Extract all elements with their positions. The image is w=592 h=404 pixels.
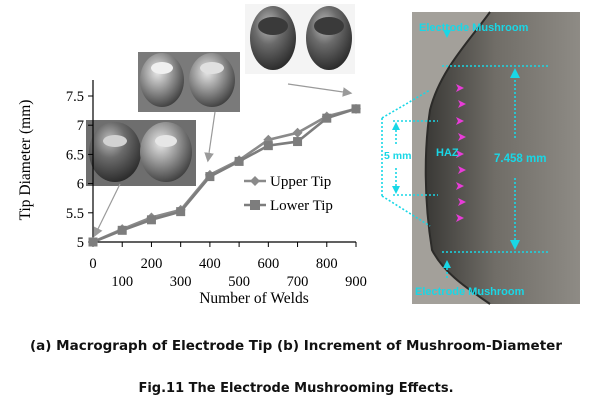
y-tick-label: 6.5 (66, 147, 84, 163)
x-tick-label: 0 (89, 256, 96, 272)
y-tick-label: 5.5 (66, 206, 84, 222)
x-tick-label: 700 (287, 274, 309, 290)
data-point-lower-tip (205, 172, 215, 182)
chart-axes (92, 80, 356, 243)
y-tick-label: 7 (77, 118, 84, 134)
micrograph-label-bottom: Electrode Mushroom (415, 286, 525, 298)
subfigure-caption: (a) Macrograph of Electrode Tip (b) Incr… (30, 338, 562, 354)
haz-arrow-icon (456, 182, 464, 190)
electrode-photo-400-welds (138, 52, 240, 112)
data-point-lower-tip (263, 141, 273, 151)
axis-ticks: 0 100 200 300 400 500 600 700 800 900 5 5.5 6 6.5 7 7.5 (66, 89, 367, 290)
photo-pointer-arrow (93, 183, 121, 238)
diameter-label: 7.458 mm (494, 153, 547, 165)
data-point-lower-tip (176, 207, 186, 217)
legend-label-upper: Upper Tip (270, 174, 331, 190)
x-tick-label: 100 (111, 274, 133, 290)
haz-arrow-icon (458, 133, 466, 141)
haz-arrow-icon (456, 150, 464, 158)
legend-marker-square (250, 200, 260, 210)
y-axis-title: Tip Diameter (mm) (17, 100, 34, 221)
haz-arrow-icon (456, 84, 464, 92)
data-point-lower-tip (146, 215, 156, 225)
micrograph-left-zone (412, 12, 490, 304)
data-point-lower-tip (117, 225, 127, 235)
mushroom-micrograph (381, 11, 580, 305)
x-tick-label: 800 (316, 256, 338, 272)
plot-series (88, 103, 361, 247)
data-point-lower-tip (234, 156, 244, 166)
electrode-photo-initial (86, 120, 196, 186)
haz-arrow-icon (456, 117, 464, 125)
electrode-photo-900-welds (245, 4, 355, 74)
data-point-lower-tip (322, 113, 332, 123)
photo-pointer-arrow (287, 83, 353, 97)
figure-caption: Fig.11 The Electrode Mushrooming Effects… (138, 381, 454, 396)
haz-label: HAZ (436, 147, 459, 159)
haz-arrow-icon (456, 214, 464, 222)
haz-arrow-icon (458, 166, 466, 174)
x-axis-title: Number of Welds (199, 290, 309, 307)
chart-legend: Upper Tip Lower Tip (244, 174, 333, 214)
micrograph-label-top: Electrode Mushroom (419, 22, 529, 34)
haz-depth-label: 5 mm (384, 150, 412, 162)
haz-bracket (381, 24, 550, 280)
series-line-lower-tip (92, 107, 357, 244)
x-tick-label: 900 (345, 274, 367, 290)
y-tick-label: 6 (77, 177, 84, 193)
legend-label-lower: Lower Tip (270, 198, 333, 214)
series-line-upper-tip (92, 107, 357, 244)
mushroom-boundary (424, 11, 491, 305)
y-tick-label: 5 (77, 235, 84, 251)
data-point-lower-tip (351, 104, 361, 114)
data-point-lower-tip (293, 137, 303, 147)
x-tick-label: 600 (257, 256, 279, 272)
data-point-upper-tip (292, 127, 303, 138)
photo-pointer-arrow (204, 111, 216, 163)
haz-arrow-icon (458, 100, 466, 108)
haz-flow-arrows (456, 84, 466, 222)
x-tick-label: 400 (199, 256, 221, 272)
x-tick-label: 200 (141, 256, 163, 272)
data-point-lower-tip (88, 237, 98, 247)
haz-arrow-icon (458, 198, 466, 206)
legend-marker-diamond (250, 176, 260, 186)
x-tick-label: 300 (170, 274, 192, 290)
y-tick-label: 7.5 (66, 89, 84, 105)
micrograph-electrode-body (425, 12, 580, 304)
x-tick-label: 500 (228, 274, 250, 290)
dimension-arrowheads (392, 30, 520, 268)
